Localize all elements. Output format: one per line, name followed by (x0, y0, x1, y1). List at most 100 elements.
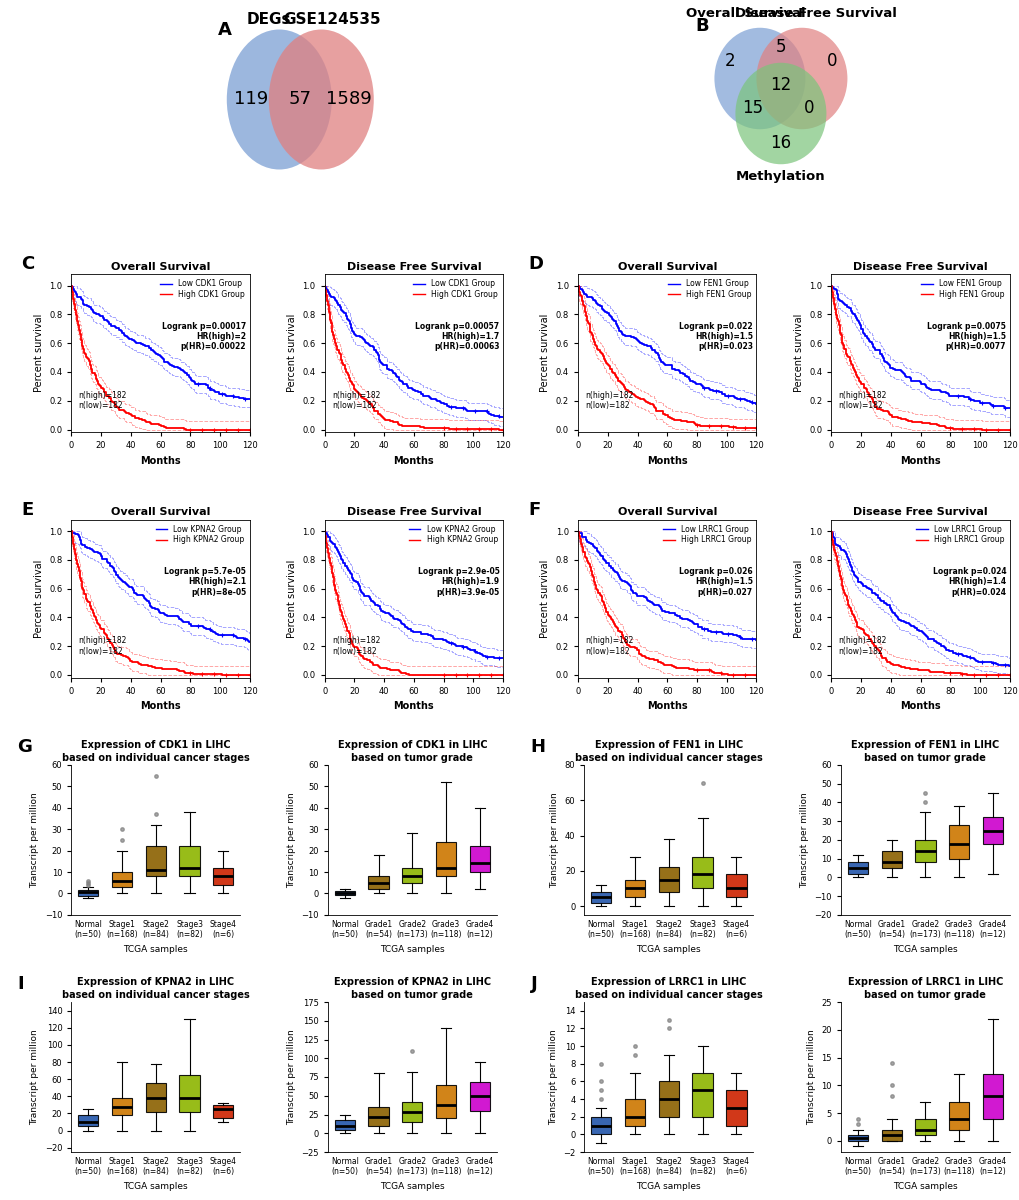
X-axis label: TCGA samples: TCGA samples (123, 1182, 187, 1190)
X-axis label: Months: Months (646, 456, 687, 466)
Text: n(high)=182
n(low)=182: n(high)=182 n(low)=182 (78, 391, 126, 410)
X-axis label: Months: Months (141, 456, 180, 466)
Title: Overall Survival: Overall Survival (616, 508, 716, 517)
Y-axis label: Transcript per million: Transcript per million (806, 1030, 815, 1124)
Text: I: I (17, 974, 24, 994)
PathPatch shape (435, 1085, 455, 1118)
Y-axis label: Transcript per million: Transcript per million (286, 792, 296, 888)
Y-axis label: Percent survival: Percent survival (286, 314, 297, 392)
Text: GSE124535: GSE124535 (282, 12, 380, 28)
PathPatch shape (847, 863, 867, 874)
Ellipse shape (735, 62, 825, 164)
Text: A: A (218, 20, 231, 38)
Text: DEGs: DEGs (247, 12, 290, 28)
Text: F: F (528, 500, 540, 518)
PathPatch shape (914, 840, 934, 863)
PathPatch shape (880, 1129, 901, 1141)
X-axis label: TCGA samples: TCGA samples (893, 1182, 957, 1190)
Title: Expression of CDK1 in LIHC
based on tumor grade: Expression of CDK1 in LIHC based on tumo… (337, 739, 487, 763)
Y-axis label: Percent survival: Percent survival (540, 559, 549, 638)
Text: D: D (528, 256, 542, 274)
PathPatch shape (625, 1099, 645, 1126)
PathPatch shape (146, 846, 166, 876)
Text: 119: 119 (234, 90, 268, 108)
PathPatch shape (368, 876, 388, 889)
PathPatch shape (213, 868, 233, 884)
PathPatch shape (179, 1075, 200, 1111)
Text: Logrank p=0.024
HR(high)=1.4
p(HR)=0.024: Logrank p=0.024 HR(high)=1.4 p(HR)=0.024 (931, 568, 1006, 596)
Y-axis label: Percent survival: Percent survival (793, 559, 803, 638)
Legend: Low KPNA2 Group, High KPNA2 Group: Low KPNA2 Group, High KPNA2 Group (407, 523, 499, 546)
Title: Disease Free Survival: Disease Free Survival (853, 262, 987, 272)
PathPatch shape (726, 875, 746, 898)
Text: 0: 0 (825, 52, 837, 70)
Y-axis label: Transcript per million: Transcript per million (548, 1030, 557, 1124)
PathPatch shape (78, 890, 98, 895)
Title: Overall Survival: Overall Survival (616, 262, 716, 272)
Text: J: J (530, 974, 537, 994)
PathPatch shape (179, 846, 200, 876)
PathPatch shape (658, 868, 679, 892)
PathPatch shape (591, 892, 610, 902)
Title: Expression of FEN1 in LIHC
based on tumor grade: Expression of FEN1 in LIHC based on tumo… (851, 739, 999, 763)
X-axis label: TCGA samples: TCGA samples (123, 944, 187, 954)
Y-axis label: Transcript per million: Transcript per million (31, 792, 40, 888)
PathPatch shape (368, 1108, 388, 1126)
Text: 2: 2 (725, 52, 735, 70)
PathPatch shape (982, 817, 1002, 844)
X-axis label: TCGA samples: TCGA samples (636, 1182, 700, 1190)
Text: 16: 16 (769, 134, 791, 152)
X-axis label: TCGA samples: TCGA samples (893, 944, 957, 954)
PathPatch shape (948, 1102, 968, 1129)
Title: Expression of KPNA2 in LIHC
based on individual cancer stages: Expression of KPNA2 in LIHC based on ind… (62, 977, 250, 1000)
Text: 5: 5 (774, 38, 786, 56)
PathPatch shape (880, 851, 901, 868)
PathPatch shape (692, 857, 712, 888)
Text: n(high)=182
n(low)=182: n(high)=182 n(low)=182 (585, 391, 633, 410)
PathPatch shape (401, 868, 422, 883)
PathPatch shape (658, 1081, 679, 1117)
Ellipse shape (226, 30, 331, 169)
X-axis label: Months: Months (141, 702, 180, 712)
Title: Disease Free Survival: Disease Free Survival (346, 508, 481, 517)
PathPatch shape (982, 1074, 1002, 1118)
Text: Logrank p=0.0075
HR(high)=1.5
p(HR)=0.0077: Logrank p=0.0075 HR(high)=1.5 p(HR)=0.00… (926, 322, 1006, 352)
Text: 1589: 1589 (326, 90, 372, 108)
Text: C: C (21, 256, 35, 274)
Legend: Low KPNA2 Group, High KPNA2 Group: Low KPNA2 Group, High KPNA2 Group (154, 523, 246, 546)
Y-axis label: Percent survival: Percent survival (286, 559, 297, 638)
PathPatch shape (334, 892, 355, 894)
Ellipse shape (269, 30, 373, 169)
Text: Disease Free Survival: Disease Free Survival (735, 7, 896, 20)
Legend: Low CDK1 Group, High CDK1 Group: Low CDK1 Group, High CDK1 Group (158, 278, 246, 300)
Text: 15: 15 (742, 100, 763, 118)
PathPatch shape (625, 880, 645, 898)
Y-axis label: Transcript per million: Transcript per million (31, 1030, 40, 1124)
PathPatch shape (726, 1091, 746, 1126)
Text: Logrank p=0.00017
HR(high)=2
p(HR)=0.00022: Logrank p=0.00017 HR(high)=2 p(HR)=0.000… (162, 322, 246, 352)
Text: n(high)=182
n(low)=182: n(high)=182 n(low)=182 (78, 636, 126, 656)
PathPatch shape (334, 1120, 355, 1129)
Y-axis label: Transcript per million: Transcript per million (286, 1030, 296, 1124)
PathPatch shape (146, 1084, 166, 1111)
X-axis label: TCGA samples: TCGA samples (380, 1182, 444, 1190)
Text: E: E (21, 500, 34, 518)
X-axis label: TCGA samples: TCGA samples (380, 944, 444, 954)
PathPatch shape (591, 1117, 610, 1134)
Text: Logrank p=0.026
HR(high)=1.5
p(HR)=0.027: Logrank p=0.026 HR(high)=1.5 p(HR)=0.027 (679, 568, 752, 596)
Y-axis label: Percent survival: Percent survival (540, 314, 549, 392)
PathPatch shape (112, 1098, 132, 1115)
Text: Methylation: Methylation (736, 170, 825, 182)
Text: n(high)=182
n(low)=182: n(high)=182 n(low)=182 (331, 391, 380, 410)
PathPatch shape (435, 842, 455, 876)
PathPatch shape (692, 1073, 712, 1117)
Title: Expression of FEN1 in LIHC
based on individual cancer stages: Expression of FEN1 in LIHC based on indi… (575, 739, 762, 763)
X-axis label: Months: Months (646, 702, 687, 712)
Y-axis label: Percent survival: Percent survival (34, 559, 44, 638)
PathPatch shape (948, 824, 968, 859)
X-axis label: Months: Months (900, 702, 940, 712)
Y-axis label: Transcript per million: Transcript per million (799, 792, 808, 888)
Text: Logrank p=2.9e-05
HR(high)=1.9
p(HR)=3.9e-05: Logrank p=2.9e-05 HR(high)=1.9 p(HR)=3.9… (418, 568, 499, 596)
Ellipse shape (713, 28, 805, 130)
Text: n(high)=182
n(low)=182: n(high)=182 n(low)=182 (838, 391, 887, 410)
